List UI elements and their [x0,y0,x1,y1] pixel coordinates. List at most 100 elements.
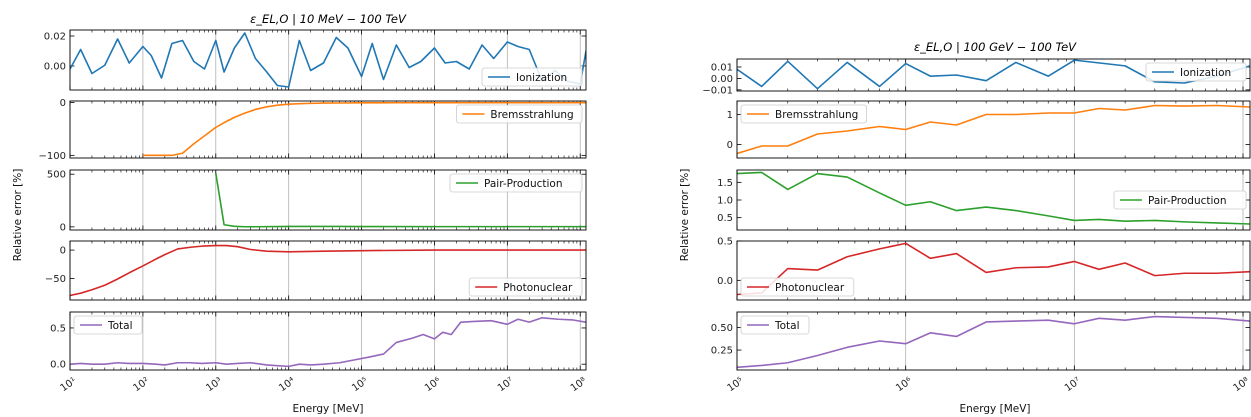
series-line-total [70,316,586,368]
series-line-photonuclear [737,242,1250,296]
legend-bremsstrahlung: Bremsstrahlung [455,104,583,124]
legend-box [740,104,867,124]
panel-bremsstrahlung: 0 1 Bremsstrahlung [727,100,1251,159]
x-tick-label: 10⁴ [277,376,297,395]
chart-title-left: ε_EL,O | 10 MeV − 100 TeV [250,12,407,26]
x-tick-label: 10⁶ [894,376,914,395]
y-tick-label: 0.5 [717,237,733,248]
series-line-bremsstrahlung [142,101,586,157]
panel-frame [736,58,1251,92]
y-tick-label: 0.00 [711,74,733,85]
legend-pair-production: Pair-Production [449,173,583,193]
panel-frame [736,100,1251,159]
y-tick-label: 0.00 [44,62,66,73]
x-tick-label: 10⁷ [1063,376,1083,395]
panel-frame [736,311,1251,371]
x-tick-label: 10² [131,376,151,395]
y-tick-label: 0 [727,140,733,151]
y-axis-label-left: Relative error [%] [12,169,24,262]
legend-total: Total [73,315,143,335]
legend-label: Bremsstrahlung [775,109,858,121]
legend-ionization: Ionization [481,67,583,87]
series-line-total [737,315,1250,369]
x-tick-label: 10¹ [59,376,79,395]
y-tick-label: 0.0 [50,360,66,371]
series-line-bremsstrahlung [737,104,1250,155]
series-line-pair-production [214,173,586,228]
y-tick-label: −50 [45,274,66,285]
y-tick-label: 1 [727,110,733,121]
x-tick-labels: 10⁵ 10⁶ 10⁷ 10⁸ [726,376,1251,395]
y-tick-label: 0.25 [711,346,733,357]
panel-frame [69,311,587,371]
panel-frame [69,169,587,231]
chart-left: 0.00 0.02 Ionization −100 0 Bremsstrahlung 0 50… [39,29,589,395]
series-line-ionization [70,32,586,88]
x-tick-label: 10⁵ [350,376,370,395]
panel-ionization: −0.010.000.01 Ionization [702,58,1251,96]
x-tick-label: 10⁸ [1232,376,1251,395]
panel-ionization: 0.00 0.02 Ionization [44,29,587,91]
legend-box [481,67,583,87]
legend-box [740,315,810,335]
y-tick-label: 0.01 [711,63,733,74]
x-axis-label-left: Energy [MeV] [293,403,364,415]
series-line-photonuclear [70,244,586,297]
panel-frame [736,240,1251,301]
y-tick-label: 0.02 [44,32,66,43]
x-tick-label: 10³ [204,376,224,395]
y-tick-label: 0 [60,98,66,109]
legend-label: Ionization [1180,67,1231,79]
panel-total: 0.0 0.5 Total [50,311,587,371]
panel-frame [69,29,587,91]
y-tick-label: 0.5 [50,323,66,334]
legend-label: Total [107,320,133,332]
legend-photonuclear: Photonuclear [740,277,855,297]
panel-frame [69,100,587,159]
panel-photonuclear: 0.0 0.5 Photonuclear [717,237,1251,301]
x-tick-label: 10⁷ [496,376,516,395]
legend-box [468,277,583,297]
y-tick-label: 0 [60,246,66,257]
legend-box [449,173,583,193]
legend-photonuclear: Photonuclear [468,277,583,297]
x-axis-label-right: Energy [MeV] [960,403,1031,415]
legend-box [73,315,143,335]
legend-box [1113,190,1247,210]
legend-label: Bremsstrahlung [490,109,573,121]
panel-frame [736,169,1251,231]
legend-bremsstrahlung: Bremsstrahlung [740,104,867,124]
series-line-ionization [737,59,1250,90]
panel-total: 0.25 0.50 Total [711,311,1251,371]
y-tick-label: 0.50 [711,323,733,334]
y-tick-label: 500 [47,170,66,181]
legend-box [455,104,583,124]
legend-label: Ionization [516,72,567,84]
panel-frame [69,240,587,301]
legend-label: Total [774,320,800,332]
y-tick-label: 1.5 [717,178,733,189]
panel-photonuclear: −50 0 Photonuclear [45,240,587,301]
y-tick-label: 0.5 [717,213,733,224]
x-tick-label: 10⁸ [569,376,589,395]
panel-pair-production: 0 500 Pair-Production [47,169,587,233]
y-axis-label-right: Relative error [%] [679,169,691,262]
legend-label: Photonuclear [775,282,845,294]
legend-label: Pair-Production [484,178,563,190]
series-line-pair-production [737,171,1250,225]
legend-ionization: Ionization [1145,62,1247,82]
panel-bremsstrahlung: −100 0 Bremsstrahlung [39,98,587,162]
legend-label: Photonuclear [503,282,573,294]
y-tick-label: 0.0 [717,276,733,287]
chart-title-right: ε_EL,O | 100 GeV − 100 TeV [914,40,1077,54]
legend-label: Pair-Production [1148,195,1227,207]
y-tick-label: −100 [39,151,66,162]
x-tick-label: 10⁶ [423,376,443,395]
legend-box [1145,62,1247,82]
y-tick-label: 1.0 [717,196,733,207]
legend-box [740,277,855,297]
y-tick-label: −0.01 [702,85,733,96]
legend-pair-production: Pair-Production [1113,190,1247,210]
